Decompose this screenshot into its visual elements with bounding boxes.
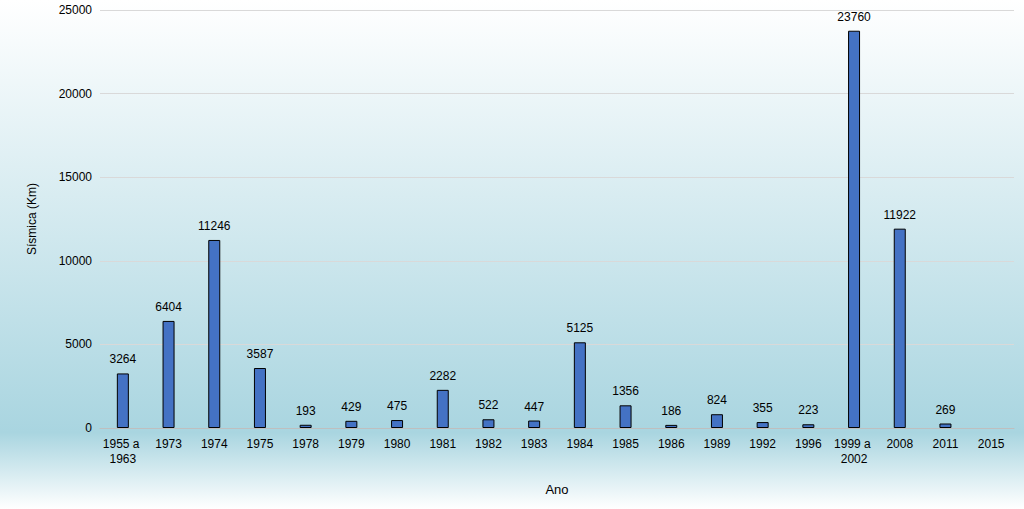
svg-text:1978: 1978 — [292, 437, 319, 451]
svg-text:10000: 10000 — [59, 254, 93, 268]
svg-text:5000: 5000 — [65, 337, 92, 351]
svg-text:2011: 2011 — [933, 437, 959, 451]
svg-text:1963: 1963 — [109, 452, 136, 466]
svg-text:223: 223 — [798, 403, 818, 417]
svg-text:2015: 2015 — [978, 437, 1005, 451]
svg-text:1983: 1983 — [521, 437, 548, 451]
svg-text:522: 522 — [478, 398, 498, 412]
svg-text:3587: 3587 — [247, 347, 274, 361]
svg-text:0: 0 — [85, 421, 92, 435]
svg-text:3264: 3264 — [109, 352, 136, 366]
svg-text:6404: 6404 — [155, 300, 182, 314]
svg-text:1979: 1979 — [338, 437, 365, 451]
svg-text:Ano: Ano — [545, 482, 568, 497]
svg-text:23760: 23760 — [837, 10, 871, 24]
svg-text:2002: 2002 — [841, 452, 868, 466]
svg-text:1982: 1982 — [475, 437, 502, 451]
svg-text:824: 824 — [707, 393, 727, 407]
svg-text:447: 447 — [524, 400, 544, 414]
svg-text:1980: 1980 — [384, 437, 411, 451]
svg-text:355: 355 — [753, 401, 773, 415]
svg-text:2282: 2282 — [429, 369, 456, 383]
svg-text:5125: 5125 — [566, 321, 593, 335]
svg-text:15000: 15000 — [59, 170, 93, 184]
svg-text:1996: 1996 — [795, 437, 822, 451]
svg-text:1992: 1992 — [749, 437, 776, 451]
svg-text:1986: 1986 — [658, 437, 685, 451]
svg-text:25000: 25000 — [59, 3, 93, 17]
svg-text:1981: 1981 — [429, 437, 456, 451]
svg-text:1974: 1974 — [201, 437, 228, 451]
svg-text:186: 186 — [661, 404, 681, 418]
svg-text:193: 193 — [296, 404, 316, 418]
svg-text:Sísmica (Km): Sísmica (Km) — [25, 183, 39, 255]
svg-text:269: 269 — [935, 403, 955, 417]
svg-text:20000: 20000 — [59, 87, 93, 101]
svg-text:429: 429 — [341, 400, 361, 414]
svg-text:1975: 1975 — [247, 437, 274, 451]
svg-text:1989: 1989 — [704, 437, 731, 451]
svg-text:11922: 11922 — [884, 208, 917, 222]
svg-text:475: 475 — [387, 399, 407, 413]
svg-text:1973: 1973 — [155, 437, 182, 451]
svg-text:1955 a: 1955 a — [103, 437, 143, 451]
svg-text:1985: 1985 — [612, 437, 639, 451]
svg-text:1999 a: 1999 a — [834, 437, 874, 451]
svg-text:11246: 11246 — [198, 219, 231, 233]
svg-text:1984: 1984 — [566, 437, 593, 451]
svg-text:2008: 2008 — [886, 437, 913, 451]
svg-text:1356: 1356 — [612, 384, 639, 398]
